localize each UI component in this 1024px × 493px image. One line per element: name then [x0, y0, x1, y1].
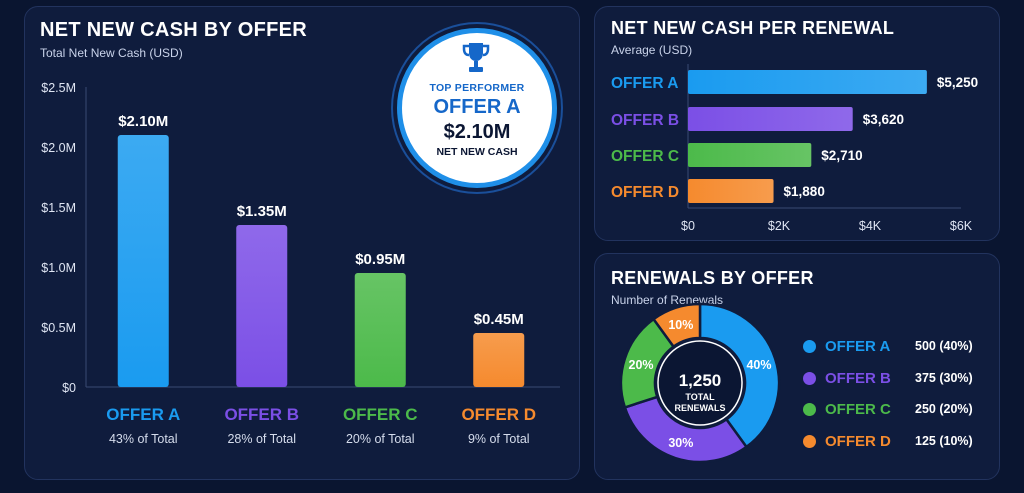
net-new-cash-bar-chart: $0 $0.5M $1.0M $1.5M $2.0M $2.5M $2.10M OFFER A… — [41, 81, 560, 446]
bar-offer-b — [236, 225, 288, 387]
legend-dot — [803, 372, 816, 385]
share-label: 43% of Total — [109, 432, 178, 446]
y-tick-label: $2.5M — [41, 81, 76, 95]
legend-label: OFFER B — [825, 370, 891, 387]
donut-center-label: RENEWALS — [674, 403, 725, 413]
bar-value-label: $0.95M — [355, 251, 405, 268]
donut-percent-label: 10% — [668, 318, 693, 332]
hbar-value-label: $1,880 — [784, 184, 825, 199]
donut-percent-label: 40% — [746, 358, 771, 372]
hbar-x-tick-label: $2K — [768, 219, 791, 233]
hbar-category-label: OFFER A — [611, 75, 678, 92]
legend-item-offer-b: OFFER B 375 (30%) — [803, 369, 983, 389]
hbar-x-tick-label: $0 — [681, 219, 695, 233]
legend-value: 125 (10%) — [915, 434, 973, 448]
bar-value-label: $2.10M — [118, 113, 168, 130]
donut-center-value: 1,250 — [679, 371, 722, 390]
hbar-offer-a — [688, 70, 927, 94]
badge-caption: NET NEW CASH — [436, 146, 518, 158]
y-tick-label: $0 — [62, 381, 76, 395]
y-tick-label: $0.5M — [41, 321, 76, 335]
y-tick-label: $1.0M — [41, 261, 76, 275]
bar-value-label: $1.35M — [237, 203, 287, 220]
donut-slice-offer-a — [698, 302, 781, 449]
donut-percent-label: 30% — [668, 436, 693, 450]
bar-offer-a — [117, 135, 169, 387]
donut-slice-offer-d — [651, 302, 702, 349]
donut-center — [657, 340, 743, 426]
hbar-offer-d — [688, 179, 774, 203]
left-chart-title: NET NEW CASH BY OFFER — [40, 19, 308, 41]
x-category-label: OFFER B — [224, 405, 299, 424]
hbar-offer-b — [688, 107, 853, 131]
top-performer-badge: TOP PERFORMER OFFER A $2.10M NET NEW CAS… — [397, 28, 557, 188]
badge-value: $2.10M — [443, 121, 511, 143]
right-top-subtitle: Average (USD) — [611, 43, 693, 57]
hbar-value-label: $3,620 — [863, 112, 904, 127]
trophy-icon — [462, 43, 490, 72]
donut-center-label: TOTAL — [685, 392, 715, 402]
right-bottom-title: RENEWALS BY OFFER — [611, 268, 814, 288]
x-category-label: OFFER D — [461, 405, 536, 424]
y-tick-label: $1.5M — [41, 201, 76, 215]
legend-value: 500 (40%) — [915, 339, 973, 353]
legend-item-offer-c: OFFER C 250 (20%) — [803, 400, 983, 420]
hbar-category-label: OFFER C — [611, 148, 679, 165]
share-label: 28% of Total — [227, 432, 296, 446]
x-category-label: OFFER C — [343, 405, 418, 424]
hbar-x-tick-label: $4K — [859, 219, 882, 233]
share-label: 9% of Total — [468, 432, 530, 446]
hbar-value-label: $2,710 — [821, 148, 862, 163]
right-top-title: NET NEW CASH PER RENEWAL — [611, 18, 895, 38]
donut-percent-label: 20% — [629, 358, 654, 372]
bar-offer-d — [473, 333, 525, 387]
donut-slice-offer-b — [623, 395, 749, 464]
hbar-value-label: $5,250 — [937, 75, 978, 90]
legend-label: OFFER D — [825, 433, 891, 450]
hbar-offer-c — [688, 143, 812, 167]
share-label: 20% of Total — [346, 432, 415, 446]
cash-per-renewal-hbar-chart: OFFER A $5,250 OFFER B $3,620 OFFER C $2,710 O… — [611, 64, 978, 233]
legend-item-offer-a: OFFER A 500 (40%) — [803, 337, 983, 357]
legend-dot — [803, 403, 816, 416]
legend-label: OFFER C — [825, 401, 891, 418]
badge-offer: OFFER A — [433, 96, 521, 118]
hbar-category-label: OFFER B — [611, 112, 679, 129]
bar-value-label: $0.45M — [474, 311, 524, 328]
badge-label: TOP PERFORMER — [429, 82, 525, 94]
legend-value: 250 (20%) — [915, 402, 973, 416]
legend-dot — [803, 435, 816, 448]
y-tick-label: $2.0M — [41, 141, 76, 155]
hbar-x-tick-label: $6K — [950, 219, 973, 233]
hbar-category-label: OFFER D — [611, 184, 679, 201]
legend-label: OFFER A — [825, 338, 891, 355]
legend-dot — [803, 340, 816, 353]
bar-offer-c — [354, 273, 406, 387]
legend-value: 375 (30%) — [915, 371, 973, 385]
legend-item-offer-d: OFFER D 125 (10%) — [803, 432, 983, 452]
left-chart-subtitle: Total Net New Cash (USD) — [40, 46, 183, 60]
x-category-label: OFFER A — [106, 405, 180, 424]
